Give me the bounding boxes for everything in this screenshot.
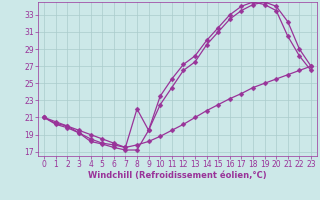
X-axis label: Windchill (Refroidissement éolien,°C): Windchill (Refroidissement éolien,°C) xyxy=(88,171,267,180)
